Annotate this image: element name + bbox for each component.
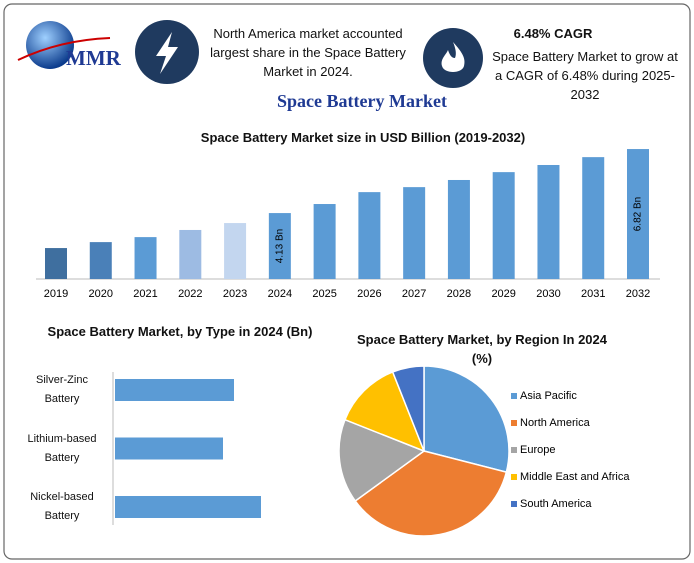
x-tick-label: 2020 — [89, 288, 113, 300]
bar — [45, 248, 67, 279]
bar — [582, 157, 605, 279]
legend-swatch — [511, 420, 517, 426]
pie-slice — [343, 370, 426, 453]
logo-text: MMR — [66, 46, 122, 70]
legend-swatch — [511, 393, 517, 399]
bar — [447, 179, 470, 279]
bar — [358, 192, 381, 279]
y-tick-label: Lithium-based Battery — [27, 432, 97, 464]
frame — [3, 3, 691, 560]
legend-swatch — [511, 501, 517, 507]
x-tick-label: 2030 — [536, 288, 560, 300]
bar — [179, 229, 202, 279]
chart-title: Space Battery Market, by Region In 2024 … — [357, 332, 607, 366]
logo-swoosh — [17, 37, 111, 61]
bar — [313, 204, 336, 279]
pie-slice — [354, 450, 508, 537]
x-tick-label: 2025 — [312, 288, 336, 300]
legend-swatch — [511, 474, 517, 480]
bar — [134, 237, 157, 279]
y-tick-label: Silver-Zinc Battery — [36, 374, 88, 405]
bar — [537, 164, 560, 279]
pie-slice — [391, 365, 425, 452]
main-title: Space Battery Market — [277, 91, 447, 111]
legend-label: North America — [520, 417, 591, 429]
legend-label: Asia Pacific — [520, 390, 577, 402]
pie-slice — [423, 365, 510, 474]
logo-globe — [26, 21, 74, 69]
bar — [268, 213, 291, 279]
x-tick-label: 2031 — [581, 288, 605, 300]
x-tick-label: 2024 — [268, 288, 292, 300]
info-text: Space Battery Market to grow at a CAGR o… — [492, 49, 678, 102]
bar — [627, 149, 649, 279]
x-tick-label: 2021 — [133, 288, 157, 300]
pie-slice — [338, 418, 426, 503]
info-text: North America market accounted largest s… — [210, 26, 406, 79]
bar — [115, 437, 223, 460]
value-label: 6.82 Bn — [633, 197, 644, 231]
chart-title: Space Battery Market, by Type in 2024 (B… — [47, 324, 313, 339]
legend-label: South America — [520, 498, 592, 510]
bar — [224, 223, 247, 279]
chart-title: Space Battery Market size in USD Billion… — [200, 130, 526, 145]
bar — [115, 379, 234, 401]
x-tick-label: 2023 — [223, 288, 247, 300]
legend-swatch — [511, 447, 517, 453]
legend-label: Middle East and Africa — [520, 471, 630, 483]
x-tick-label: 2022 — [178, 288, 202, 300]
x-tick-label: 2029 — [491, 288, 515, 300]
bar — [492, 172, 515, 279]
x-tick-label: 2026 — [357, 288, 381, 300]
bar — [115, 496, 261, 518]
y-tick-label: Nickel-based Battery — [30, 491, 94, 522]
icon-bolt — [156, 32, 178, 74]
bar — [89, 242, 112, 279]
x-tick-label: 2032 — [626, 288, 650, 300]
value-label: 4.13 Bn — [274, 229, 285, 263]
icon-flame — [441, 42, 465, 72]
legend-label: Europe — [520, 444, 555, 456]
x-tick-label: 2019 — [44, 288, 68, 300]
x-tick-label: 2028 — [447, 288, 471, 300]
info-title: 6.48% CAGR — [513, 26, 593, 41]
bar — [403, 187, 426, 279]
x-tick-label: 2027 — [402, 288, 426, 300]
